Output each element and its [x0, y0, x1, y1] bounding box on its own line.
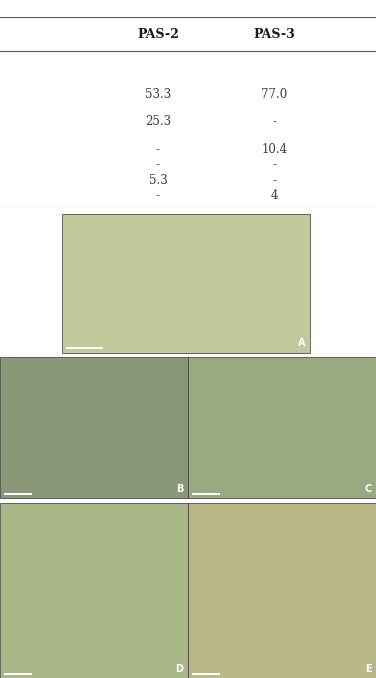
Text: E: E [365, 664, 371, 674]
Text: -: - [273, 115, 276, 127]
Text: PAS-2: PAS-2 [137, 28, 179, 41]
Text: 53.3: 53.3 [145, 88, 171, 101]
Text: A: A [298, 338, 305, 348]
Text: 77.0: 77.0 [261, 88, 288, 101]
Text: -: - [156, 189, 160, 203]
Text: -: - [156, 158, 160, 172]
Text: 25.3: 25.3 [145, 115, 171, 127]
Text: -: - [156, 142, 160, 156]
Text: C: C [364, 484, 371, 494]
Text: 4: 4 [271, 189, 278, 203]
Text: -: - [273, 174, 276, 187]
Text: -: - [273, 158, 276, 172]
Text: PAS-3: PAS-3 [253, 28, 296, 41]
Text: 10.4: 10.4 [261, 142, 288, 156]
Text: 5.3: 5.3 [149, 174, 167, 187]
Text: B: B [176, 484, 183, 494]
Text: D: D [175, 664, 183, 674]
